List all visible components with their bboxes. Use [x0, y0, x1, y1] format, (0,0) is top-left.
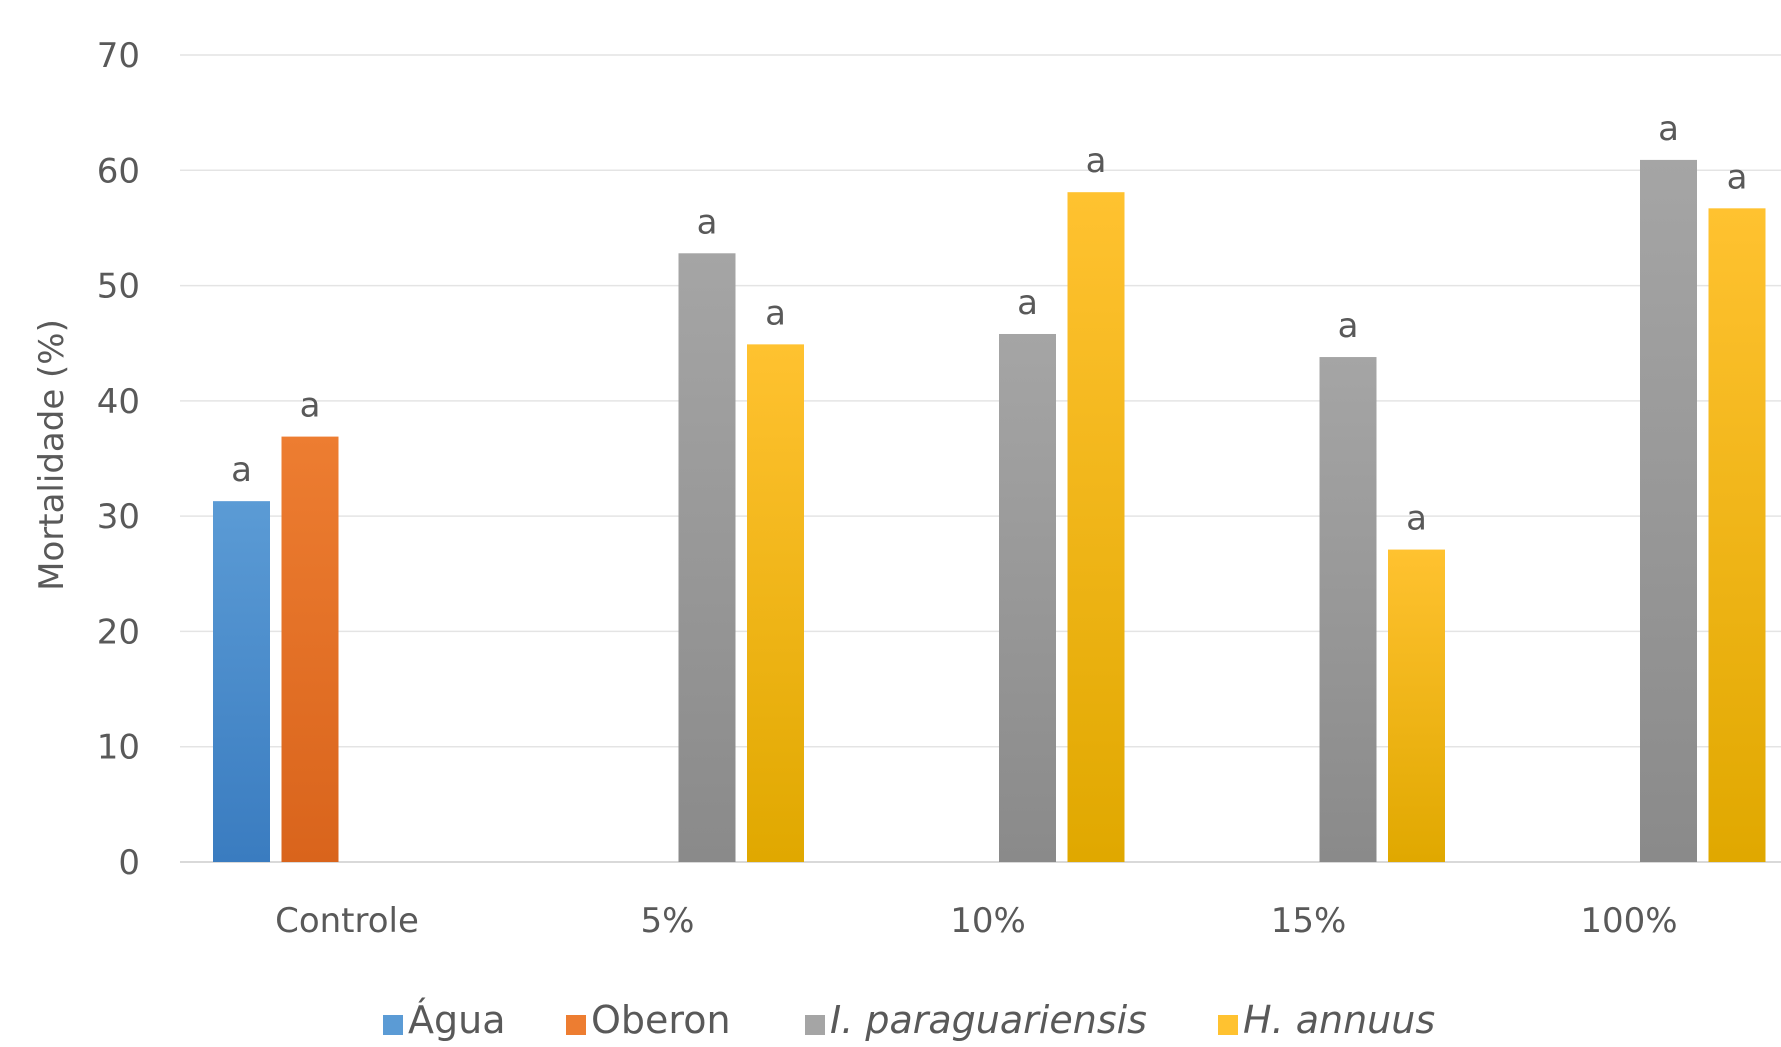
y-axis-title: Mortalidade (%) — [32, 319, 72, 591]
bars — [213, 159, 1766, 862]
bar-data-label: a — [765, 293, 786, 333]
y-tick-label: 60 — [97, 151, 140, 191]
bar-100pct-series-2 — [1640, 159, 1697, 862]
bar-data-label: a — [1017, 283, 1038, 323]
legend-label: I. paraguariensis — [830, 998, 1147, 1042]
bar-data-label: a — [300, 386, 321, 426]
bar-5pct-series-3 — [747, 344, 804, 862]
legend-swatch — [805, 1015, 825, 1035]
legend: Água Oberon I. paraguariensis H. annuus — [383, 998, 1435, 1042]
bar-15pct-series-3 — [1388, 549, 1445, 862]
y-tick-label: 30 — [97, 497, 140, 537]
bar-15pct-series-2 — [1319, 357, 1377, 862]
bar-data-label: a — [231, 450, 252, 490]
x-axis-categories: Controle 5% 10% 15% 100% — [275, 901, 1678, 941]
bar-data-labels: a a a a a a a a a a — [231, 109, 1747, 539]
legend-swatch — [566, 1015, 586, 1035]
y-axis-ticks: 0 10 20 30 40 50 60 70 — [97, 36, 140, 883]
y-tick-label: 0 — [118, 843, 140, 883]
bar-10pct-series-3 — [1067, 192, 1125, 862]
bar-5pct-series-2 — [678, 253, 736, 862]
bar-data-label: a — [1727, 157, 1748, 197]
gridlines — [180, 54, 1781, 863]
x-category-label: 15% — [1271, 901, 1347, 941]
legend-swatch — [1218, 1015, 1238, 1035]
x-category-label: 5% — [641, 901, 695, 941]
bar-controle-series-1 — [281, 436, 339, 862]
bar-100pct-series-3 — [1708, 208, 1766, 862]
bar-data-label: a — [1086, 141, 1107, 181]
x-category-label: 10% — [950, 901, 1026, 941]
bar-data-label: a — [697, 202, 718, 242]
y-tick-label: 50 — [97, 267, 140, 307]
bar-10pct-series-2 — [999, 333, 1056, 862]
x-category-label: 100% — [1580, 901, 1677, 941]
legend-label: Água — [408, 998, 506, 1042]
bar-data-label: a — [1658, 109, 1679, 149]
y-tick-label: 20 — [97, 612, 140, 652]
y-tick-label: 70 — [97, 36, 140, 76]
x-category-label: Controle — [275, 901, 419, 941]
legend-label: Oberon — [591, 998, 731, 1042]
legend-label: H. annuus — [1243, 998, 1435, 1042]
y-tick-label: 40 — [97, 382, 140, 422]
bar-controle-series-0 — [213, 501, 270, 862]
legend-swatch — [383, 1015, 403, 1035]
y-tick-label: 10 — [97, 728, 140, 768]
bar-data-label: a — [1338, 306, 1359, 346]
bar-data-label: a — [1406, 499, 1427, 539]
